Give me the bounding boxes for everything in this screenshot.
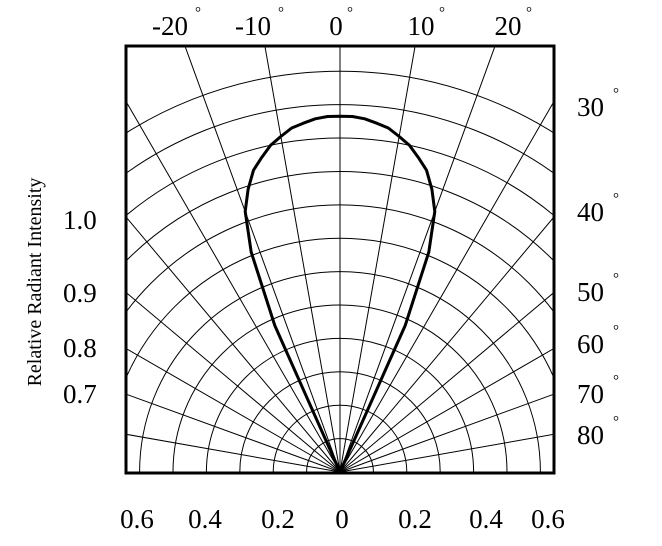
grid-radial xyxy=(126,291,341,473)
bottom-tick-label: 0.2 xyxy=(398,504,432,534)
grid-radial xyxy=(126,100,341,473)
degree-symbol: ° xyxy=(613,323,619,339)
grid-radial xyxy=(126,393,341,473)
top-angle-label: 10 xyxy=(408,11,435,41)
grid-radial xyxy=(339,46,416,473)
grid-radial xyxy=(339,393,554,473)
right-angle-label: 40 xyxy=(577,197,604,227)
grid-rings xyxy=(126,70,554,473)
bottom-tick-label: 0.2 xyxy=(261,504,295,534)
grid-ring-11 xyxy=(126,104,554,174)
degree-symbol: ° xyxy=(526,5,532,21)
grid-radial xyxy=(339,100,554,473)
grid-radial xyxy=(126,347,341,473)
bottom-tick-label: 0.6 xyxy=(120,504,154,534)
grid-radial xyxy=(184,46,341,473)
grid-radial xyxy=(339,291,554,473)
degree-symbol: ° xyxy=(278,5,284,21)
right-angle-label: 70 xyxy=(577,379,604,409)
top-angle-label: 20 xyxy=(495,11,522,41)
bottom-tick-label: 0.6 xyxy=(531,504,565,534)
right-angle-label: 50 xyxy=(577,277,604,307)
pattern-curve xyxy=(243,114,437,473)
left-intensity-label: 0.8 xyxy=(63,333,97,363)
grid-radial xyxy=(264,46,341,473)
plot-frame xyxy=(124,44,556,475)
bottom-tick-label: 0.4 xyxy=(469,504,503,534)
left-intensity-label: 0.9 xyxy=(63,278,97,308)
bottom-tick-label: 0 xyxy=(335,504,349,534)
degree-symbol: ° xyxy=(195,5,201,21)
grid-radial xyxy=(339,433,554,473)
left-intensity-label: 1.0 xyxy=(63,205,97,235)
right-angle-label: 30 xyxy=(577,92,604,122)
y-axis-label: Relative Radiant Intensity xyxy=(24,178,46,387)
top-angle-label: -20 xyxy=(152,11,188,41)
grid-radial xyxy=(339,347,554,473)
right-angle-label: 60 xyxy=(577,329,604,359)
grid-radial xyxy=(126,216,341,473)
grid-radial xyxy=(339,216,554,473)
pattern-group xyxy=(243,114,437,473)
bottom-tick-label: 0.4 xyxy=(188,504,222,534)
top-angle-label: -10 xyxy=(235,11,271,41)
degree-symbol: ° xyxy=(613,191,619,207)
degree-symbol: ° xyxy=(613,271,619,287)
degree-symbol: ° xyxy=(347,5,353,21)
degree-symbol: ° xyxy=(613,86,619,102)
degree-symbol: ° xyxy=(613,373,619,389)
left-intensity-label: 0.7 xyxy=(63,379,97,409)
degree-symbol: ° xyxy=(613,414,619,430)
top-angle-label: 0 xyxy=(329,11,343,41)
grid-radial xyxy=(126,433,341,473)
grid-radial xyxy=(339,46,496,473)
grid-radials xyxy=(126,46,554,473)
axis-labels: 0.6 0.4 0.2 0 0.2 0.4 0.6-20 ° -10 ° 0 ° 10 ° 20 °30 °40… xyxy=(24,5,619,534)
degree-symbol: ° xyxy=(439,5,445,21)
right-angle-label: 80 xyxy=(577,420,604,450)
